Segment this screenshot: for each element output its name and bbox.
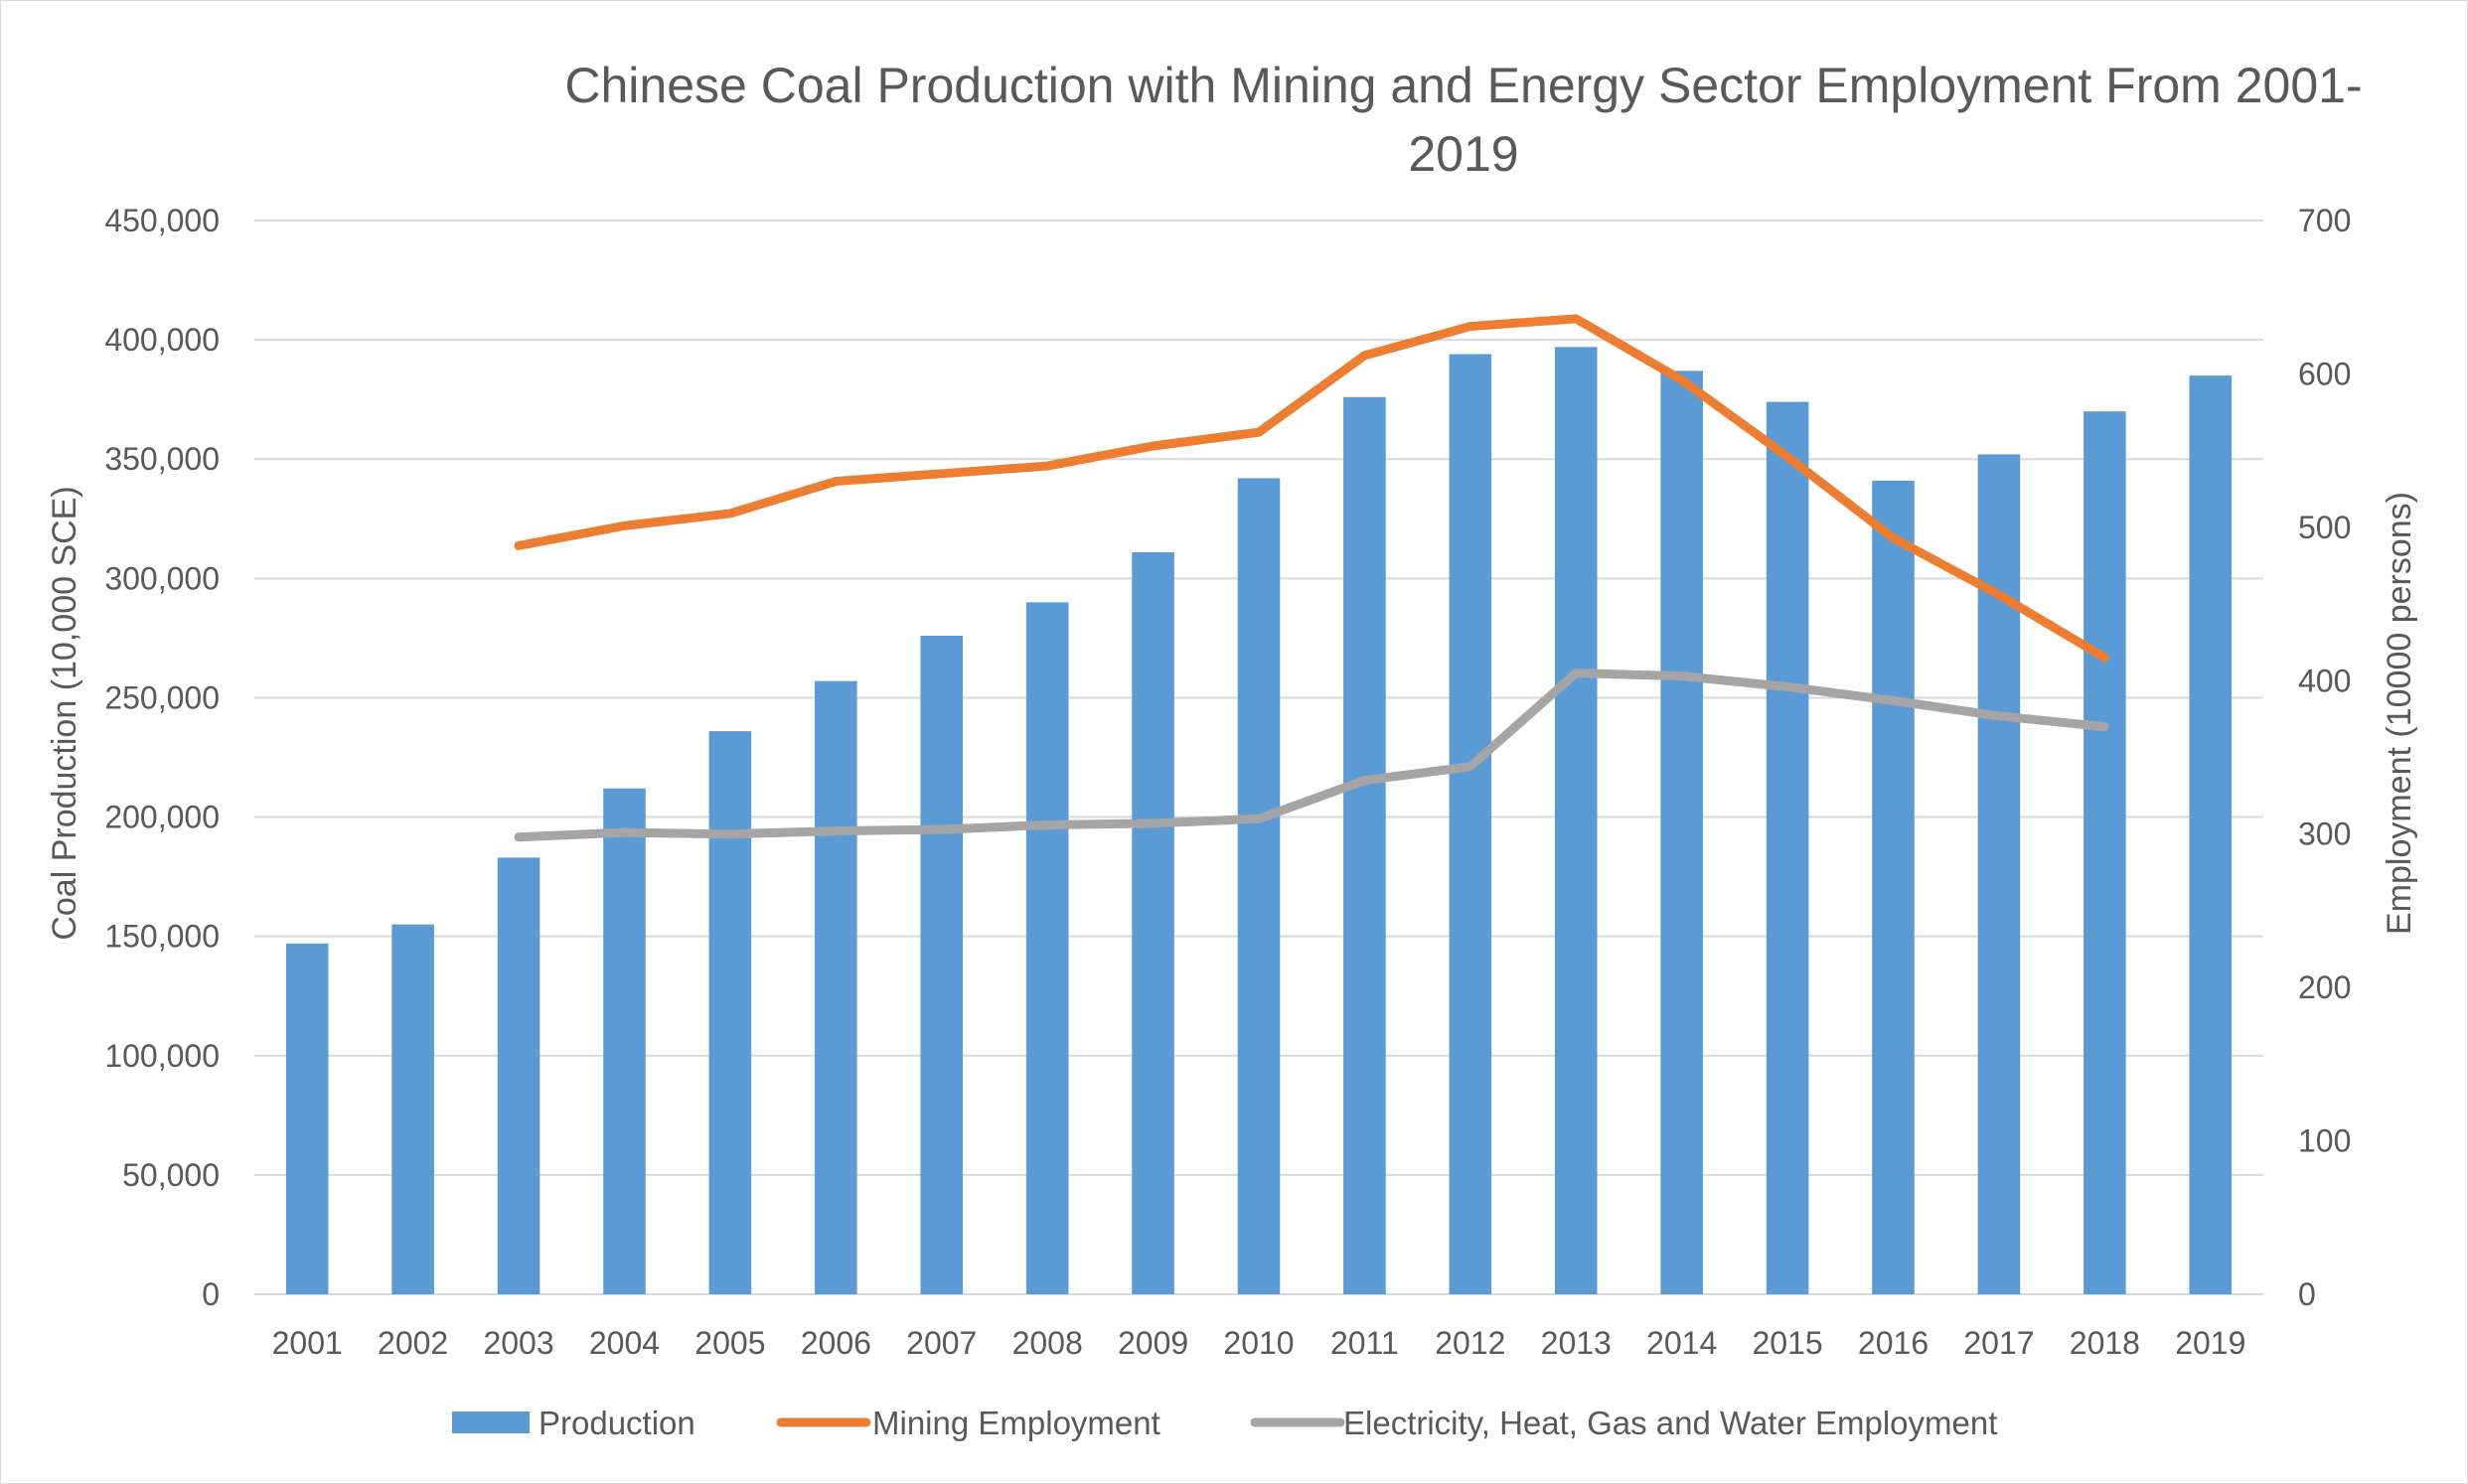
chart-title: Chinese Coal Production with Mining and … bbox=[564, 58, 2362, 182]
x-axis-tick-label: 2009 bbox=[1118, 1325, 1188, 1361]
x-axis-tick-label: 2015 bbox=[1753, 1325, 1823, 1361]
x-axis-tick-label: 2006 bbox=[801, 1325, 871, 1361]
x-axis-tick-label: 2003 bbox=[483, 1325, 553, 1361]
left-axis-ticks: 0 50,000 100,000 150,000 200,000 250,000 300,0… bbox=[104, 203, 220, 1312]
production-bar bbox=[1977, 454, 2021, 1294]
left-axis-tick-label: 100,000 bbox=[104, 1038, 220, 1074]
production-bar bbox=[1872, 480, 1915, 1294]
x-axis-tick-label: 2012 bbox=[1435, 1325, 1505, 1361]
x-axis-tick-label: 2013 bbox=[1541, 1325, 1612, 1361]
x-axis-tick-label: 2001 bbox=[272, 1325, 343, 1361]
production-bar bbox=[920, 635, 964, 1294]
right-axis-title: Employment (10000 persons) bbox=[2381, 492, 2418, 935]
x-axis-ticks: 2001 2002 2003 2004 2005 2006 2007 2008 2009 2010… bbox=[272, 1325, 2246, 1361]
mining-employment-line bbox=[514, 314, 2109, 663]
employment-lines bbox=[514, 314, 2109, 842]
left-axis-tick-label: 350,000 bbox=[104, 441, 220, 477]
left-axis-tick-label: 200,000 bbox=[104, 800, 220, 835]
electricity-heat-gas-and-water-employment-line bbox=[514, 668, 2109, 842]
right-axis-ticks: 0 100 200 300 400 500 600 700 bbox=[2298, 203, 2351, 1312]
x-axis-tick-label: 2018 bbox=[2070, 1325, 2140, 1361]
production-bar bbox=[1237, 478, 1281, 1294]
x-axis-tick-label: 2019 bbox=[2175, 1325, 2245, 1361]
right-axis-tick-label: 500 bbox=[2298, 510, 2351, 545]
production-bar bbox=[1449, 354, 1492, 1295]
right-axis-tick-label: 400 bbox=[2298, 663, 2351, 698]
x-axis-tick-label: 2002 bbox=[378, 1325, 448, 1361]
production-bar bbox=[285, 943, 329, 1294]
left-axis-tick-label: 50,000 bbox=[122, 1157, 220, 1193]
right-axis-tick-label: 300 bbox=[2298, 816, 2351, 852]
x-axis-tick-label: 2011 bbox=[1330, 1325, 1399, 1361]
production-bar bbox=[1766, 401, 1809, 1295]
chart-title-line1: Chinese Coal Production with Mining and … bbox=[564, 58, 2362, 113]
right-axis-tick-label: 100 bbox=[2298, 1123, 2351, 1159]
gridlines bbox=[254, 220, 2263, 1295]
legend-label: Mining Employment bbox=[872, 1405, 1160, 1441]
production-bar bbox=[497, 857, 540, 1294]
production-bar bbox=[1660, 371, 1703, 1295]
legend-swatch-production bbox=[452, 1411, 530, 1433]
production-bar bbox=[391, 924, 434, 1294]
x-axis-tick-label: 2007 bbox=[906, 1325, 977, 1361]
left-axis-tick-label: 250,000 bbox=[104, 679, 220, 715]
production-bar bbox=[708, 731, 752, 1294]
left-axis-tick-label: 400,000 bbox=[104, 322, 220, 358]
x-axis-tick-label: 2004 bbox=[589, 1325, 660, 1361]
production-bar bbox=[2083, 411, 2126, 1295]
x-axis-tick-label: 2017 bbox=[1963, 1325, 2034, 1361]
left-axis-tick-label: 150,000 bbox=[104, 919, 220, 955]
legend: Production Mining Employment Electricity, … bbox=[452, 1405, 1997, 1441]
x-axis-tick-label: 2008 bbox=[1012, 1325, 1083, 1361]
x-axis-tick-label: 2014 bbox=[1646, 1325, 1717, 1361]
chart-title-line2: 2019 bbox=[1408, 126, 1518, 182]
production-bars bbox=[285, 347, 2233, 1295]
left-axis-tick-label: 450,000 bbox=[104, 203, 220, 238]
right-axis-tick-label: 200 bbox=[2298, 969, 2351, 1005]
x-axis-tick-label: 2016 bbox=[1858, 1325, 1928, 1361]
left-axis-tick-label: 0 bbox=[202, 1276, 220, 1312]
x-axis-tick-label: 2005 bbox=[694, 1325, 765, 1361]
production-bar bbox=[1343, 396, 1386, 1295]
legend-label: Production bbox=[539, 1405, 695, 1441]
x-axis-tick-label: 2010 bbox=[1223, 1325, 1294, 1361]
production-bar bbox=[2189, 375, 2233, 1295]
production-bar bbox=[815, 680, 857, 1294]
left-axis-title: Coal Production (10,000 SCE) bbox=[46, 486, 83, 940]
right-axis-tick-label: 0 bbox=[2298, 1276, 2316, 1312]
right-axis-tick-label: 600 bbox=[2298, 356, 2351, 391]
right-axis-tick-label: 700 bbox=[2298, 203, 2351, 238]
production-bar bbox=[603, 788, 646, 1294]
production-bar bbox=[1025, 602, 1069, 1294]
left-axis-tick-label: 300,000 bbox=[104, 560, 220, 596]
production-bar bbox=[1554, 347, 1598, 1295]
production-bar bbox=[1132, 551, 1174, 1294]
legend-label: Electricity, Heat, Gas and Water Employm… bbox=[1343, 1405, 1997, 1441]
